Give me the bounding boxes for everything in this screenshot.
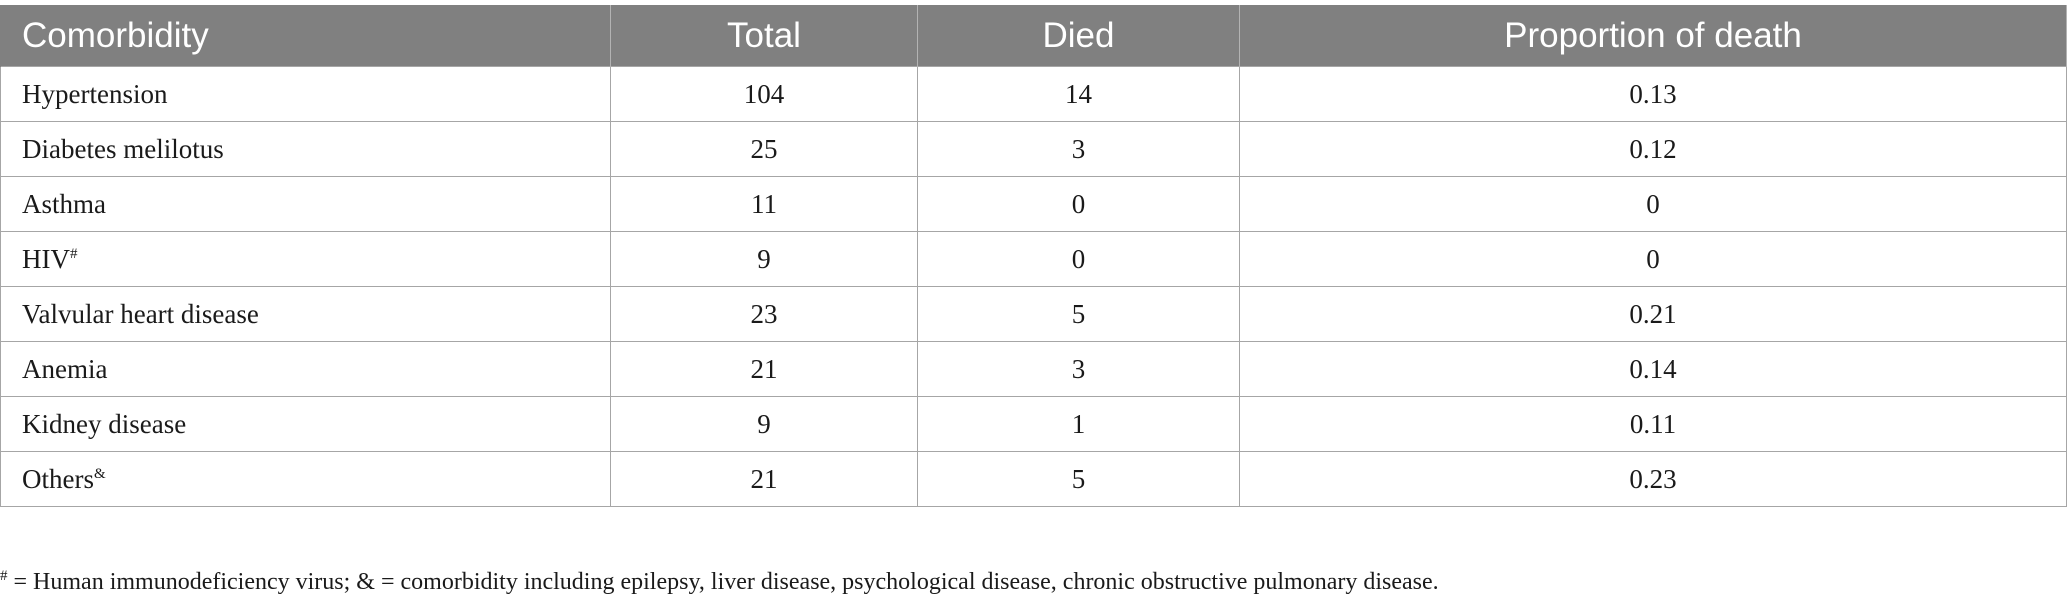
comorbidity-label: Asthma [22,188,106,219]
comorbidity-label: Hypertension [22,78,168,109]
cell-comorbidity: Others& [0,451,611,507]
cell-comorbidity: Hypertension [0,66,611,122]
table-row: Asthma 11 0 0 [0,176,2067,232]
comorbidity-label: Valvular heart disease [22,298,259,329]
comorbidity-label: Kidney disease [22,408,187,439]
header-comorbidity: Comorbidity [0,5,611,67]
header-total: Total [610,5,918,67]
table-row: Diabetes melilotus 25 3 0.12 [0,121,2067,177]
cell-proportion: 0.13 [1239,66,2067,122]
header-died: Died [917,5,1240,67]
comorbidity-label: Others [22,463,94,494]
header-proportion-of-death: Proportion of death [1239,5,2067,67]
cell-total: 23 [610,286,918,342]
comorbidity-superscript: # [70,245,78,262]
cell-total: 9 [610,396,918,452]
cell-total: 25 [610,121,918,177]
cell-comorbidity: Asthma [0,176,611,232]
cell-total: 104 [610,66,918,122]
cell-proportion: 0 [1239,231,2067,287]
cell-total: 21 [610,451,918,507]
comorbidity-label: Anemia [22,353,108,384]
cell-proportion: 0.11 [1239,396,2067,452]
comorbidity-table-container: Comorbidity Total Died Proportion of dea… [0,5,2067,507]
table-body: Hypertension 104 14 0.13 Diabetes melilo… [0,66,2067,507]
cell-proportion: 0.12 [1239,121,2067,177]
footnote-text: = Human immunodeficiency virus; & = como… [7,569,1439,595]
table-row: Kidney disease 9 1 0.11 [0,396,2067,452]
table-header: Comorbidity Total Died Proportion of dea… [0,5,2067,67]
cell-total: 9 [610,231,918,287]
comorbidity-superscript: & [93,465,106,482]
cell-comorbidity: HIV# [0,231,611,287]
comorbidity-label: Diabetes melilotus [22,133,224,164]
table-row: Valvular heart disease 23 5 0.21 [0,286,2067,342]
cell-proportion: 0.14 [1239,341,2067,397]
footnote-hash-symbol: # [0,568,8,584]
cell-proportion: 0.23 [1239,451,2067,507]
cell-died: 3 [917,121,1240,177]
comorbidity-label: HIV [22,243,70,274]
cell-comorbidity: Anemia [0,341,611,397]
cell-total: 11 [610,176,918,232]
header-row: Comorbidity Total Died Proportion of dea… [0,5,2067,67]
cell-died: 3 [917,341,1240,397]
cell-died: 1 [917,396,1240,452]
cell-died: 0 [917,231,1240,287]
table-row: Hypertension 104 14 0.13 [0,66,2067,122]
cell-died: 5 [917,286,1240,342]
cell-died: 5 [917,451,1240,507]
cell-died: 14 [917,66,1240,122]
cell-died: 0 [917,176,1240,232]
cell-comorbidity: Diabetes melilotus [0,121,611,177]
comorbidity-table: Comorbidity Total Died Proportion of dea… [0,5,2067,507]
cell-proportion: 0.21 [1239,286,2067,342]
table-footnote: # = Human immunodeficiency virus; & = co… [0,569,1439,596]
cell-proportion: 0 [1239,176,2067,232]
table-row: HIV# 9 0 0 [0,231,2067,287]
table-row: Others& 21 5 0.23 [0,451,2067,507]
cell-total: 21 [610,341,918,397]
cell-comorbidity: Valvular heart disease [0,286,611,342]
table-row: Anemia 21 3 0.14 [0,341,2067,397]
cell-comorbidity: Kidney disease [0,396,611,452]
